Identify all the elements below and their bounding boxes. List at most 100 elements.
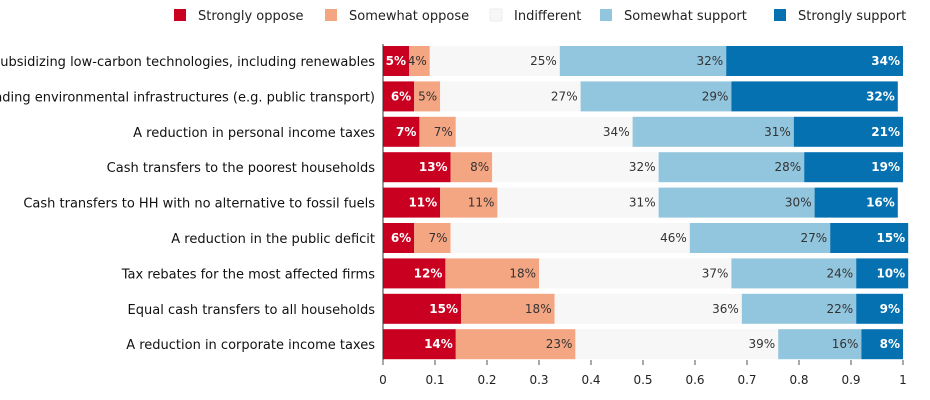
legend-swatch: [774, 9, 786, 21]
data-label: 9%: [880, 302, 900, 316]
bar-segment-strongly-oppose: [383, 329, 456, 360]
data-label: 14%: [424, 337, 453, 351]
x-tick-label: 0.8: [789, 373, 808, 387]
data-label: 15%: [876, 231, 905, 245]
legend-item-somewhat-support[interactable]: Somewhat support: [600, 9, 747, 24]
bar-segment-somewhat-support: [580, 81, 732, 112]
bar-segment-somewhat-support: [658, 152, 805, 183]
bar-segment-indifferent: [492, 152, 659, 183]
data-label: 13%: [419, 160, 448, 174]
data-label: 18%: [525, 302, 552, 316]
data-label: 46%: [660, 231, 687, 245]
x-tick-label: 0.7: [737, 373, 756, 387]
data-label: 8%: [470, 160, 489, 174]
bar-segment-strongly-support: [793, 116, 903, 147]
bar-segment-somewhat-oppose: [440, 187, 498, 218]
bar-segment-somewhat-oppose: [445, 258, 539, 289]
bar-segment-strongly-oppose: [383, 293, 461, 324]
x-tick-label: 0: [379, 373, 387, 387]
bars: 5% 4% 25% 32% 34%6% 5% 27% 29% 32%7% 7% 34% 31% 21%1…: [383, 46, 909, 360]
category-label: A reduction in corporate income taxes: [126, 338, 375, 353]
bar-segment-indifferent: [440, 81, 581, 112]
data-label: 6%: [391, 89, 411, 103]
bar-segment-strongly-oppose: [383, 187, 441, 218]
category-label: Equal cash transfers to all households: [128, 303, 376, 318]
data-label: 19%: [871, 160, 900, 174]
bar-segment-indifferent: [497, 187, 659, 218]
data-label: 18%: [509, 266, 536, 280]
data-label: 34%: [871, 54, 900, 68]
data-label: 24%: [827, 266, 854, 280]
x-tick-label: 1: [899, 373, 907, 387]
data-label: 15%: [429, 302, 458, 316]
legend-swatch: [174, 9, 186, 21]
bar-segment-strongly-support: [856, 258, 909, 289]
data-label: 30%: [785, 196, 812, 210]
data-label: 37%: [702, 266, 729, 280]
legend-item-indifferent[interactable]: Indifferent: [489, 8, 581, 24]
bar-segment-indifferent: [575, 329, 779, 360]
bar-row: 12% 18% 37% 24% 10%: [383, 258, 909, 289]
bar-segment-somewhat-oppose: [455, 329, 576, 360]
bar-segment-strongly-oppose: [383, 46, 409, 76]
data-label: 29%: [702, 89, 729, 103]
category-label: Cash transfers to the poorest households: [107, 161, 376, 176]
legend-swatch: [489, 8, 503, 22]
bar-segment-somewhat-support: [731, 258, 857, 289]
bar-row: 11% 11% 31% 30% 16%: [383, 187, 898, 218]
data-label: 7%: [396, 125, 416, 139]
x-tick-label: 0.1: [425, 373, 444, 387]
legend-item-strongly-oppose[interactable]: Strongly oppose: [174, 9, 303, 24]
legend-label: Somewhat support: [624, 9, 747, 24]
data-label: 31%: [764, 125, 791, 139]
bar-segment-somewhat-support: [632, 116, 794, 147]
bar-segment-somewhat-support: [778, 329, 862, 360]
bar-segment-indifferent: [450, 223, 690, 253]
data-label: 25%: [530, 54, 557, 68]
bar-segment-strongly-oppose: [383, 223, 415, 253]
data-label: 27%: [801, 231, 828, 245]
bar-segment-strongly-oppose: [383, 81, 415, 112]
data-label: 6%: [391, 231, 411, 245]
bar-segment-indifferent: [554, 293, 742, 324]
legend: Strongly oppose Somewhat oppose Indifferen…: [174, 8, 906, 24]
legend-swatch: [600, 9, 612, 21]
bar-segment-strongly-support: [861, 329, 903, 360]
data-label: 22%: [827, 302, 854, 316]
bar-segment-indifferent: [455, 116, 633, 147]
data-label: 32%: [697, 54, 724, 68]
data-label: 10%: [876, 266, 905, 280]
legend-label: Strongly support: [798, 9, 906, 24]
x-tick-label: 0.5: [633, 373, 652, 387]
data-label: 5%: [418, 89, 437, 103]
category-label: Funding environmental infrastructures (e…: [0, 90, 375, 105]
bar-segment-strongly-support: [731, 81, 898, 112]
bar-segment-strongly-oppose: [383, 116, 420, 147]
category-labels: Subsidizing low-carbon technologies, inc…: [0, 55, 375, 353]
data-label: 32%: [866, 89, 895, 103]
bar-segment-somewhat-oppose: [461, 293, 555, 324]
x-tick-label: 0.9: [841, 373, 860, 387]
bar-row: 14% 23% 39% 16% 8%: [383, 329, 903, 360]
data-label: 5%: [386, 54, 406, 68]
category-label: Tax rebates for the most affected firms: [121, 267, 375, 282]
category-label: Subsidizing low-carbon technologies, inc…: [0, 55, 375, 70]
bar-row: 13% 8% 32% 28% 19%: [383, 152, 903, 183]
data-label: 11%: [408, 196, 437, 210]
data-label: 12%: [414, 266, 443, 280]
data-label: 39%: [749, 337, 776, 351]
bar-row: 6% 5% 27% 29% 32%: [383, 81, 898, 112]
data-label: 7%: [434, 125, 453, 139]
legend-item-somewhat-oppose[interactable]: Somewhat oppose: [325, 9, 469, 24]
bar-segment-strongly-support: [856, 293, 903, 324]
bar-segment-somewhat-oppose: [450, 152, 493, 183]
bar-segment-somewhat-support: [741, 293, 857, 324]
legend-swatch: [325, 9, 337, 21]
bar-row: 7% 7% 34% 31% 21%: [383, 116, 903, 147]
data-label: 23%: [546, 337, 573, 351]
bar-segment-strongly-support: [830, 223, 909, 253]
data-label: 16%: [866, 196, 895, 210]
legend-item-strongly-support[interactable]: Strongly support: [774, 9, 906, 24]
data-label: 16%: [832, 337, 859, 351]
category-label: Cash transfers to HH with no alternative…: [23, 197, 375, 212]
